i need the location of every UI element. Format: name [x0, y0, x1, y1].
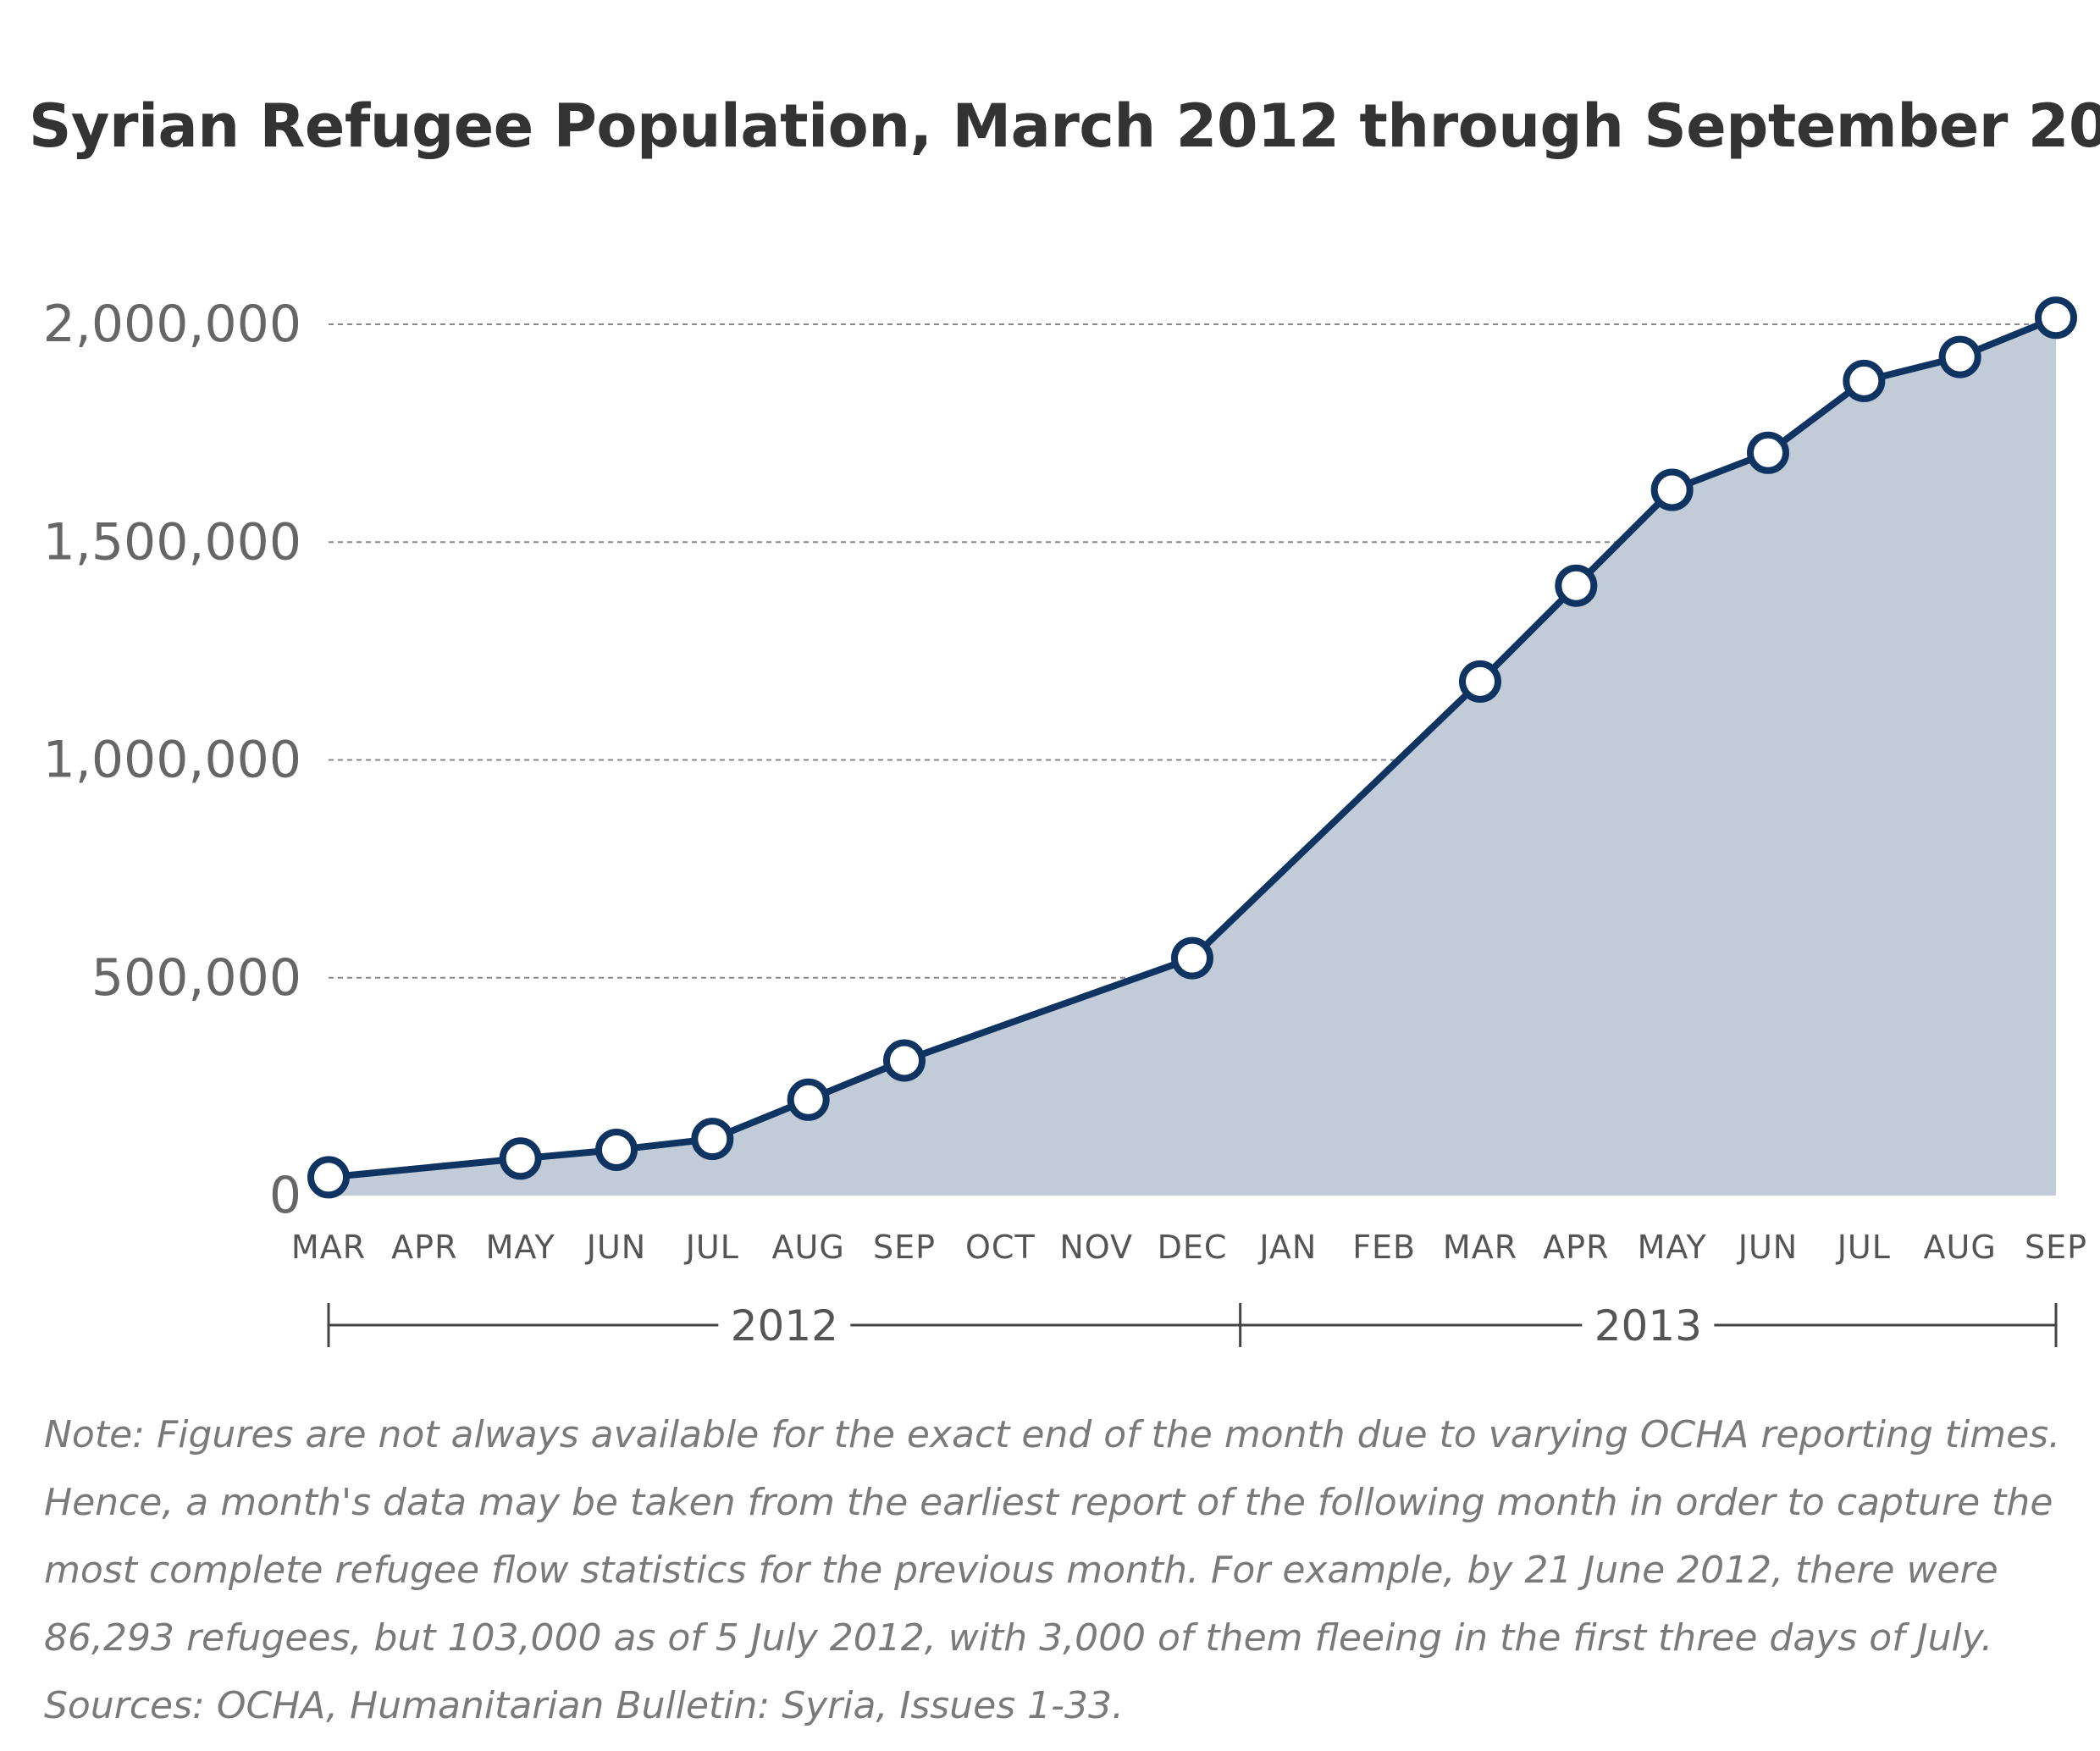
x-tick-label: MAR: [1443, 1229, 1517, 1266]
year-label: 2012: [731, 1301, 838, 1351]
data-markers: [307, 296, 2077, 1199]
year-label: 2013: [1594, 1301, 1702, 1351]
x-tick-label: DEC: [1158, 1229, 1228, 1266]
year-brackets: 2012 2013: [327, 1301, 2058, 1351]
x-tick-label: JUL: [684, 1229, 739, 1266]
data-point: [1171, 936, 1213, 980]
data-point: [1938, 335, 1981, 378]
data-point: [1747, 431, 1789, 474]
x-tick-label: MAY: [486, 1229, 555, 1266]
y-tick-label: 2,000,000: [43, 295, 301, 354]
data-point: [499, 1137, 542, 1180]
x-tick-label: SEP: [873, 1229, 936, 1266]
x-tick-label: APR: [391, 1229, 457, 1266]
x-tick-label: JUL: [1836, 1229, 1891, 1266]
data-point: [691, 1118, 734, 1161]
chart-note: Note: Figures are not always available f…: [44, 1413, 2061, 1727]
x-tick-label: MAR: [291, 1229, 366, 1266]
data-point: [307, 1156, 350, 1199]
series-area: [329, 318, 2056, 1196]
x-tick-label: JAN: [1257, 1229, 1317, 1266]
x-tick-label: SEP: [2025, 1229, 2087, 1266]
data-point: [1650, 468, 1694, 511]
y-axis-tick-labels: 0 500,000 1,000,000 1,500,000 2,000,000: [43, 295, 301, 1225]
x-tick-label: FEB: [1352, 1229, 1416, 1266]
y-tick-label: 500,000: [91, 948, 301, 1008]
x-tick-label: NOV: [1059, 1229, 1133, 1266]
x-tick-label: AUG: [772, 1229, 845, 1266]
x-tick-label: MAY: [1638, 1229, 1707, 1266]
x-axis-tick-labels: MAR APR MAY JUN JUL AUG SEP OCT NOV DEC JAN FEB MAR A…: [291, 1229, 2087, 1266]
data-point: [787, 1078, 830, 1121]
data-point: [1843, 359, 1886, 402]
y-tick-label: 0: [269, 1166, 301, 1225]
x-tick-label: APR: [1543, 1229, 1609, 1266]
y-tick-label: 1,500,000: [43, 512, 301, 572]
y-tick-label: 1,000,000: [43, 731, 301, 790]
x-tick-label: JUN: [585, 1229, 646, 1266]
data-point: [1459, 660, 1501, 703]
data-point: [595, 1128, 638, 1171]
data-point: [883, 1039, 926, 1082]
chart-title: Syrian Refugee Population, March 2012 th…: [29, 91, 2100, 161]
data-point: [2035, 296, 2077, 340]
data-point: [1555, 564, 1598, 607]
x-tick-label: AUG: [1924, 1229, 1997, 1266]
x-tick-label: JUN: [1737, 1229, 1798, 1266]
x-tick-label: OCT: [965, 1229, 1036, 1266]
